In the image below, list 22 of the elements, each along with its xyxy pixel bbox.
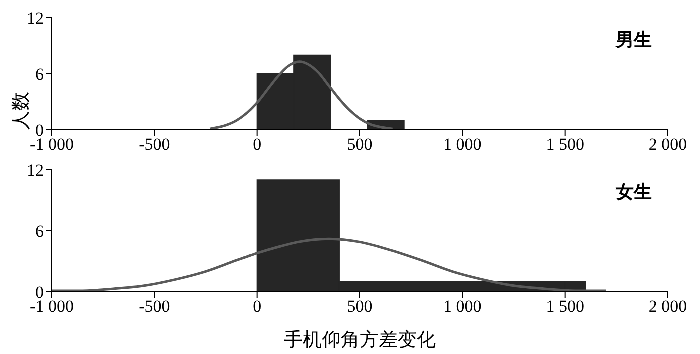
x-tick-label: -1 000 — [30, 297, 74, 316]
x-tick-label: -1 000 — [30, 135, 74, 154]
x-tick-label: 0 — [253, 135, 262, 154]
x-axis-title: 手机仰角方差变化 — [284, 329, 436, 351]
x-tick-label: -500 — [139, 297, 170, 316]
y-tick-label: 12 — [27, 161, 44, 180]
y-tick-label: 12 — [27, 9, 44, 28]
x-tick-label: 1 000 — [444, 297, 482, 316]
x-tick-label: 500 — [347, 297, 373, 316]
x-tick-label: -500 — [139, 135, 170, 154]
x-tick-label: 0 — [253, 297, 262, 316]
y-axis-title: 人数 — [10, 92, 33, 130]
x-tick-label: 1 000 — [444, 135, 482, 154]
x-tick-label: 1 500 — [546, 135, 584, 154]
x-tick-label: 2 000 — [648, 135, 688, 154]
y-tick-label: 6 — [36, 222, 44, 242]
x-tick-label: 500 — [347, 135, 373, 154]
y-tick-label: 6 — [36, 65, 44, 84]
x-tick-label: 2 000 — [648, 297, 688, 316]
annotation: 女生 — [616, 181, 652, 204]
x-tick-label: 1 500 — [546, 297, 584, 316]
annotation: 男生 — [616, 29, 652, 52]
